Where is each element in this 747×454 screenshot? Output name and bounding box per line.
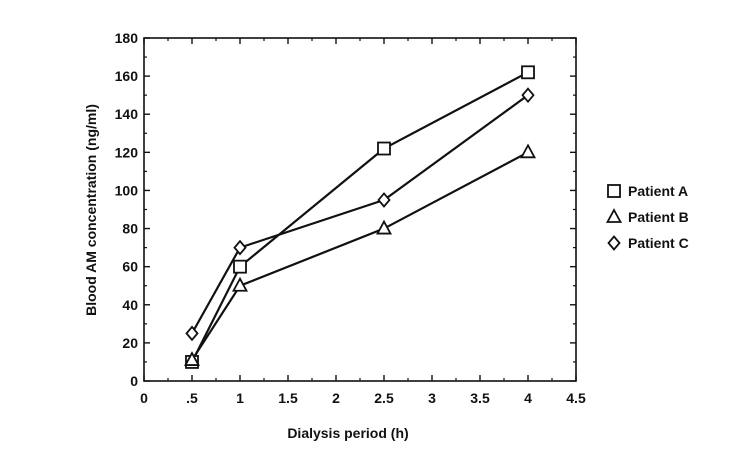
y-tick-label: 180 — [115, 30, 139, 46]
legend-label-patient-c: Patient C — [628, 235, 689, 251]
x-tick-label: 4.5 — [566, 390, 586, 406]
data-point-patient-c — [233, 239, 247, 256]
legend-label-patient-a: Patient A — [628, 183, 688, 199]
data-point-patient-c — [377, 192, 391, 208]
x-tick-label: 2.5 — [374, 390, 394, 406]
legend-marker-patient-a — [607, 184, 621, 198]
data-point-patient-c — [185, 325, 199, 342]
y-tick-label: 140 — [115, 106, 139, 122]
x-tick-label: 1.5 — [278, 390, 298, 406]
y-tick-label: 120 — [115, 144, 139, 160]
x-tick-label: .5 — [186, 390, 198, 406]
legend-label-patient-b: Patient B — [628, 209, 689, 225]
series-line-patient-b — [191, 151, 529, 361]
data-point-patient-b — [231, 276, 249, 292]
legend-marker-patient-c — [607, 235, 621, 251]
data-point-patient-a — [233, 259, 247, 274]
y-tick-label: 60 — [122, 259, 138, 275]
x-tick-label: 3.5 — [470, 390, 490, 406]
data-point-patient-c — [521, 87, 535, 104]
y-tick-label: 160 — [115, 68, 139, 84]
data-point-patient-a — [521, 65, 535, 80]
data-point-patient-a — [377, 141, 391, 156]
y-tick-label: 20 — [122, 335, 138, 351]
x-tick-label: 1 — [236, 390, 244, 406]
series-line-patient-c — [191, 94, 529, 334]
series-layer — [183, 65, 537, 369]
x-axis-label: Dialysis period (h) — [287, 425, 408, 441]
data-point-patient-b — [375, 219, 393, 235]
data-point-patient-b — [183, 351, 201, 366]
x-tick-label: 2 — [332, 390, 340, 406]
ticks: 0 .5 1 1.5 2 2.5 3 3.5 4 4.5 0 20 40 60 80 100 120 140 160… — [115, 30, 586, 406]
legend: Patient A Patient B Patient C — [605, 183, 689, 251]
y-axis-label: Blood AM concentration (ng/ml) — [83, 104, 99, 316]
y-tick-label: 100 — [115, 182, 139, 198]
x-tick-label: 3 — [428, 390, 436, 406]
data-point-patient-b — [519, 143, 537, 159]
y-tick-label: 0 — [130, 373, 138, 389]
y-tick-label: 80 — [122, 221, 138, 237]
legend-marker-patient-b — [605, 208, 623, 223]
x-tick-label: 4 — [524, 390, 532, 406]
x-tick-label: 0 — [140, 390, 148, 406]
series-line-patient-a — [191, 71, 529, 363]
y-tick-label: 40 — [122, 297, 138, 313]
